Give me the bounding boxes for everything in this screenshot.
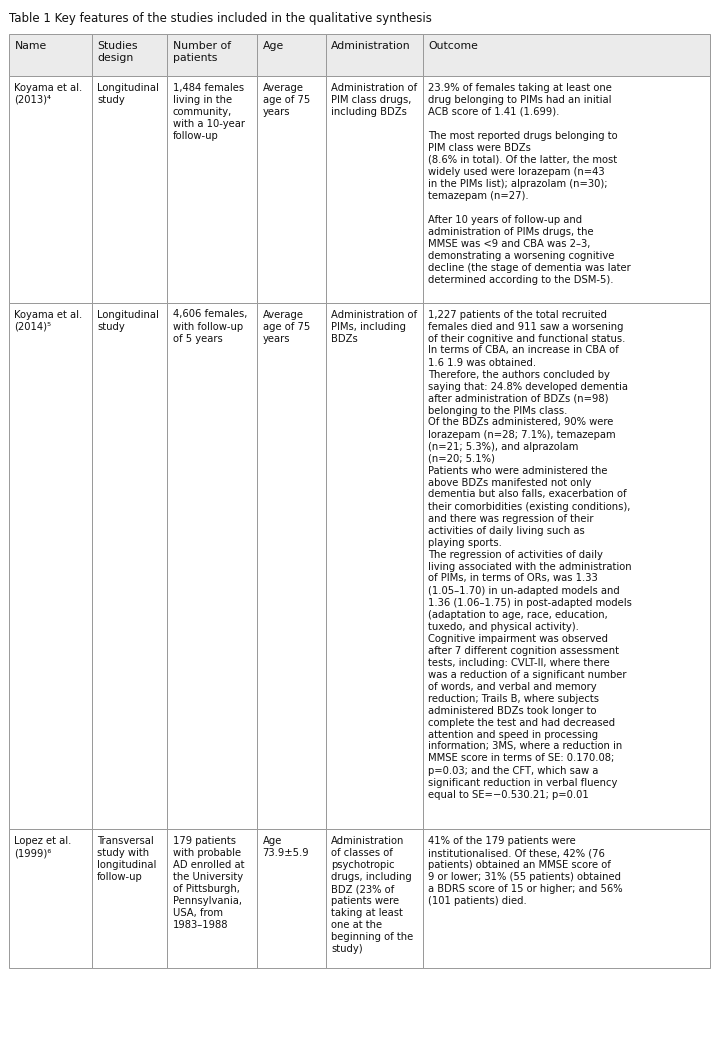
Text: 1,484 females
living in the
community,
with a 10-year
follow-up: 1,484 females living in the community, w… — [173, 83, 245, 141]
Bar — [326, 76, 423, 303]
Text: Lopez et al.
(1999)⁶: Lopez et al. (1999)⁶ — [14, 836, 72, 858]
Text: Average
age of 75
years: Average age of 75 years — [262, 309, 310, 343]
Bar — [423, 303, 710, 829]
Text: Outcome: Outcome — [428, 41, 478, 51]
Bar — [257, 76, 326, 303]
Bar — [168, 34, 257, 76]
Text: 4,606 females,
with follow-up
of 5 years: 4,606 females, with follow-up of 5 years — [173, 309, 247, 343]
Text: Administration: Administration — [331, 41, 411, 51]
Bar — [326, 34, 423, 76]
Text: Koyama et al.
(2013)⁴: Koyama et al. (2013)⁴ — [14, 83, 83, 105]
Text: Average
age of 75
years: Average age of 75 years — [262, 83, 310, 117]
Text: 23.9% of females taking at least one
drug belonging to PIMs had an initial
ACB s: 23.9% of females taking at least one dru… — [428, 83, 631, 285]
Text: Number of
patients: Number of patients — [173, 41, 231, 63]
Text: Transversal
study with
longitudinal
follow-up: Transversal study with longitudinal foll… — [97, 836, 157, 883]
Text: Administration of
PIMs, including
BDZs: Administration of PIMs, including BDZs — [331, 309, 418, 343]
Text: 41% of the 179 patients were
institutionalised. Of these, 42% (76
patients) obta: 41% of the 179 patients were institution… — [428, 836, 623, 906]
Bar — [257, 34, 326, 76]
Text: Longitudinal
study: Longitudinal study — [97, 309, 159, 331]
Bar — [9, 303, 92, 829]
Bar — [168, 303, 257, 829]
Text: Administration of
PIM class drugs,
including BDZs: Administration of PIM class drugs, inclu… — [331, 83, 418, 117]
Text: Age: Age — [262, 41, 284, 51]
Text: 179 patients
with probable
AD enrolled at
the University
of Pittsburgh,
Pennsylv: 179 patients with probable AD enrolled a… — [173, 836, 244, 930]
Bar — [326, 829, 423, 967]
Bar — [423, 829, 710, 967]
Text: Name: Name — [14, 41, 47, 51]
Bar — [423, 76, 710, 303]
Bar — [92, 76, 168, 303]
Bar — [257, 303, 326, 829]
Text: Table 1 Key features of the studies included in the qualitative synthesis: Table 1 Key features of the studies incl… — [9, 12, 432, 25]
Bar — [9, 829, 92, 967]
Bar — [92, 303, 168, 829]
Bar — [257, 829, 326, 967]
Bar — [92, 34, 168, 76]
Text: 1,227 patients of the total recruited
females died and 911 saw a worsening
of th: 1,227 patients of the total recruited fe… — [428, 309, 632, 800]
Bar — [9, 76, 92, 303]
Text: Administration
of classes of
psychotropic
drugs, including
BDZ (23% of
patients : Administration of classes of psychotropi… — [331, 836, 413, 954]
Bar — [326, 303, 423, 829]
Text: Studies
design: Studies design — [97, 41, 138, 63]
Bar — [423, 34, 710, 76]
Bar — [9, 34, 92, 76]
Text: Longitudinal
study: Longitudinal study — [97, 83, 159, 105]
Text: Koyama et al.
(2014)⁵: Koyama et al. (2014)⁵ — [14, 309, 83, 331]
Bar — [168, 76, 257, 303]
Text: Age
73.9±5.9: Age 73.9±5.9 — [262, 836, 309, 858]
Bar — [92, 829, 168, 967]
Bar — [168, 829, 257, 967]
